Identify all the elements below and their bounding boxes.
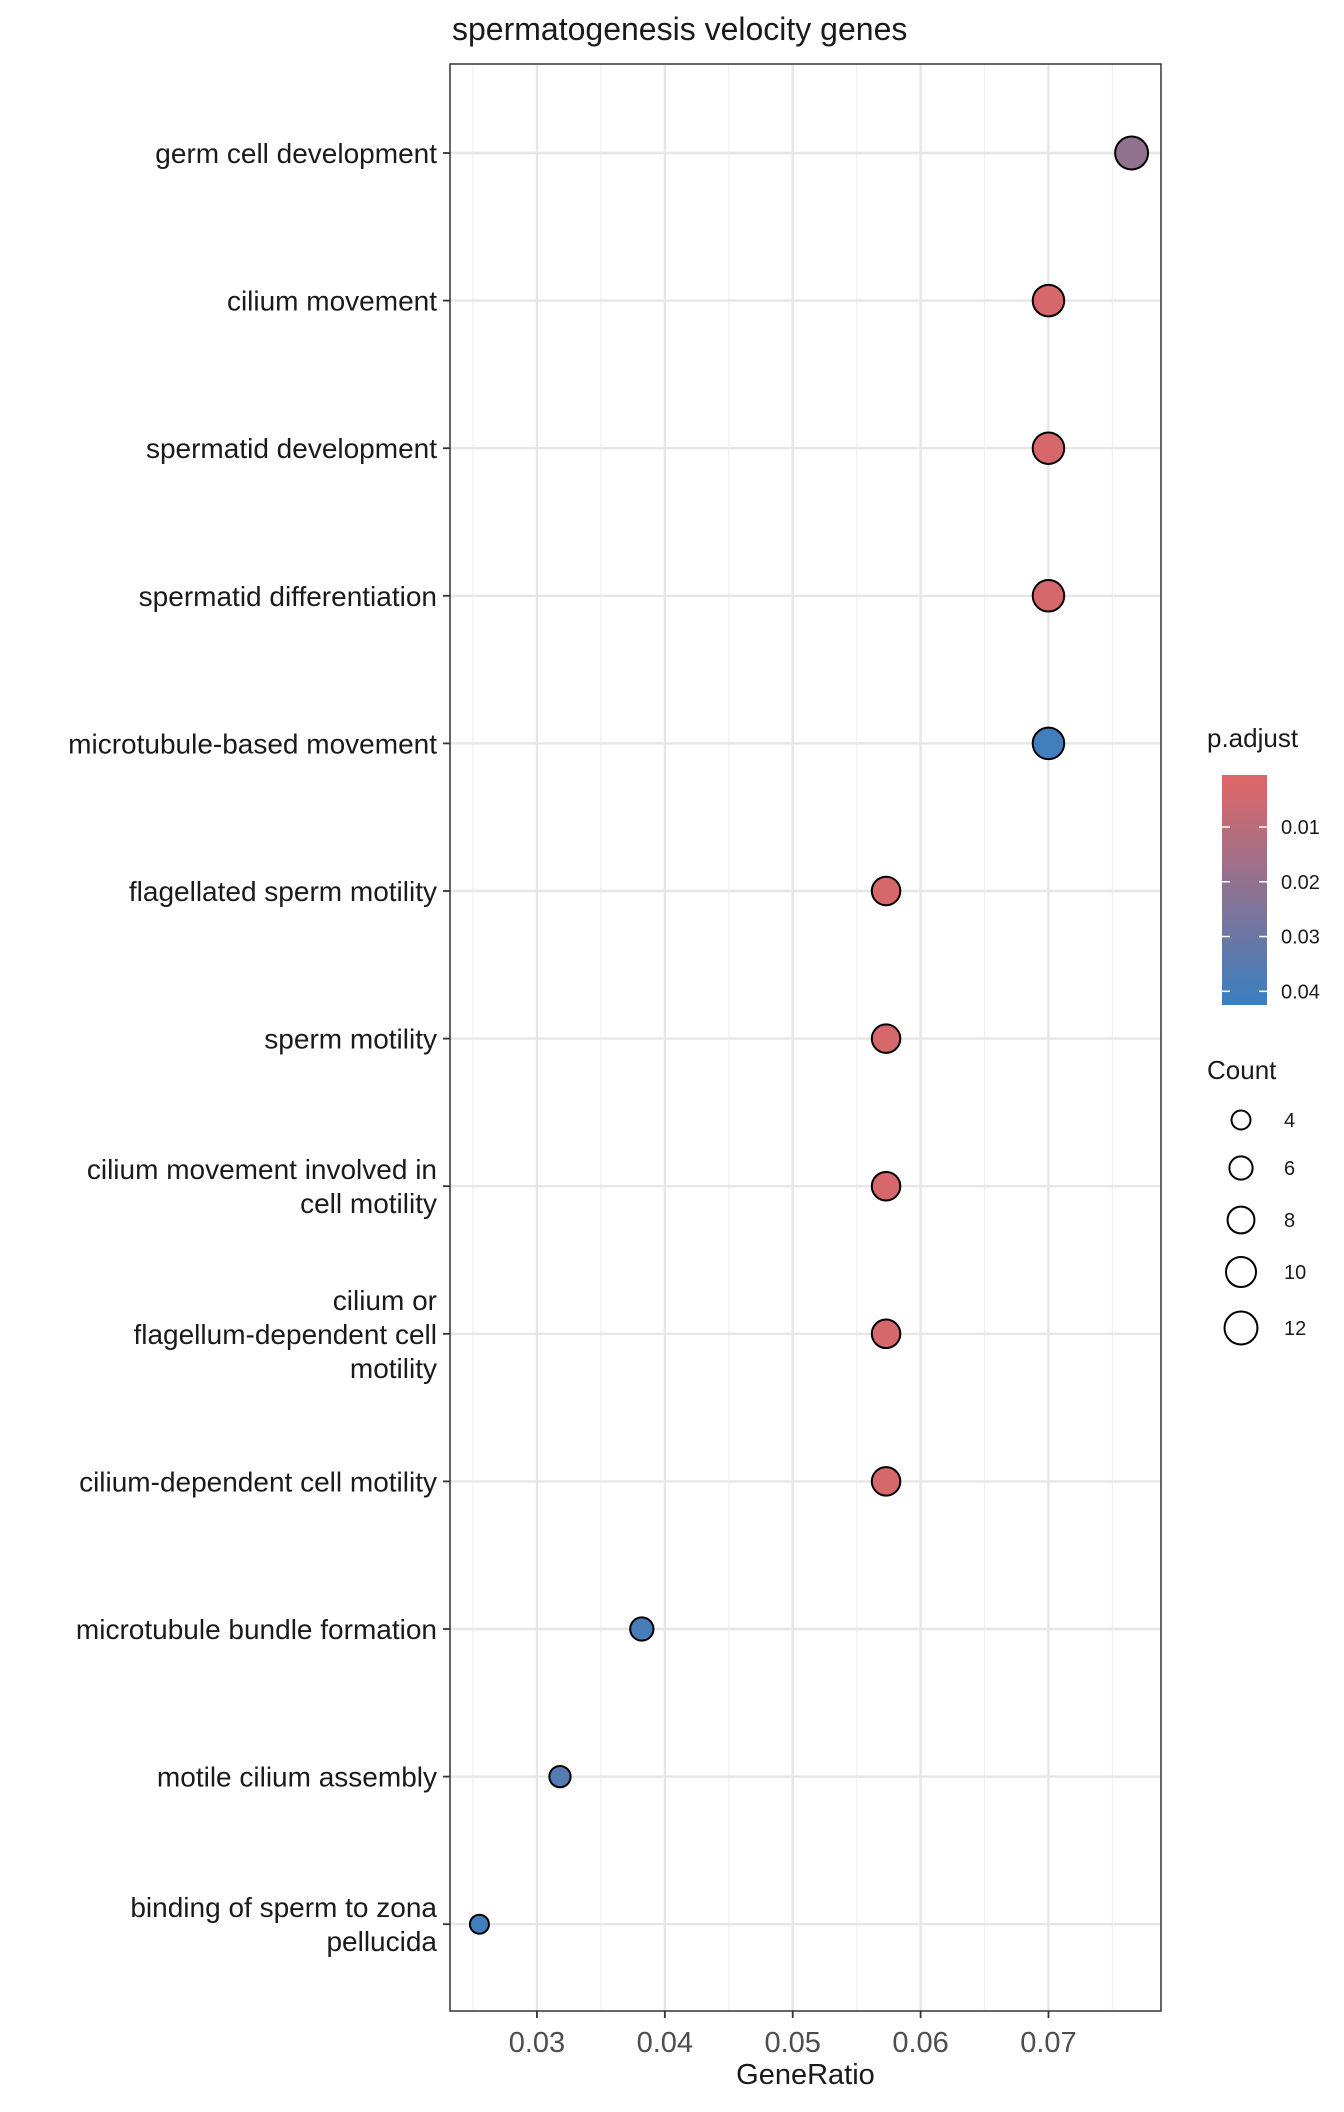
y-axis-label: flagellum-dependent cell (133, 1319, 437, 1350)
data-point (629, 1616, 655, 1642)
x-axis-tick-label: 0.03 (509, 2027, 565, 2059)
y-axis-label: cilium or (333, 1285, 437, 1316)
color-legend-bar (1222, 775, 1267, 1005)
size-legend-key (1226, 1205, 1256, 1235)
size-legend-key (1230, 1109, 1252, 1131)
y-axis-label: flagellated sperm motility (129, 876, 437, 907)
data-point (870, 1466, 902, 1497)
y-axis-label: cilium movement involved in (87, 1154, 437, 1185)
color-legend-label: 0.03 (1281, 927, 1320, 949)
y-axis-label: microtubule bundle formation (76, 1614, 437, 1645)
x-axis-tick-label: 0.04 (637, 2027, 693, 2059)
x-axis-title: GeneRatio (736, 2059, 875, 2091)
size-legend: Count 4 6 8 10 12 (1207, 1055, 1306, 1346)
data-point (870, 1170, 902, 1202)
y-axis-label: cilium movement (227, 286, 437, 317)
color-legend-title: p.adjust (1207, 723, 1299, 753)
color-legend-label: 0.01 (1281, 817, 1320, 839)
data-point (870, 1318, 902, 1350)
size-legend-key (1224, 1255, 1258, 1289)
data-point (870, 875, 902, 907)
size-legend-label: 8 (1284, 1210, 1295, 1232)
size-legend-key (1223, 1310, 1259, 1346)
x-axis-tick-label: 0.05 (764, 2027, 820, 2059)
data-points (468, 135, 1150, 1935)
data-point (1031, 579, 1066, 613)
color-legend-label: 0.04 (1281, 981, 1320, 1003)
size-legend-label: 4 (1284, 1110, 1295, 1132)
y-axis-label: cilium-dependent cell motility (79, 1466, 437, 1497)
x-axis-tick-label: 0.07 (1020, 2027, 1076, 2059)
data-point (468, 1913, 490, 1935)
chart-title: spermatogenesis velocity genes (452, 11, 907, 47)
y-axis-label: motility (350, 1353, 437, 1384)
grid-lines (450, 64, 1161, 2011)
y-axis-label: motile cilium assembly (157, 1762, 437, 1793)
y-axis-label: germ cell development (155, 138, 437, 169)
color-legend: p.adjust 0.01 0.02 0.03 0.04 (1207, 723, 1320, 1005)
y-axis-label: cell motility (300, 1188, 437, 1219)
y-axis-label: spermatid development (146, 433, 437, 464)
y-axis-label: spermatid differentiation (139, 581, 437, 612)
size-legend-key (1228, 1155, 1254, 1181)
size-legend-label: 10 (1284, 1262, 1306, 1284)
y-axis-label: pellucida (326, 1926, 437, 1957)
data-point (1114, 135, 1150, 171)
x-axis: 0.03 0.04 0.05 0.06 0.07 (509, 2011, 1077, 2059)
data-point (1031, 726, 1066, 761)
y-axis-label: binding of sperm to zona (130, 1892, 437, 1923)
plot-panel-border (449, 63, 1162, 2012)
x-axis-tick-label: 0.06 (892, 2027, 948, 2059)
color-legend-label: 0.02 (1281, 872, 1320, 894)
y-axis-label: sperm motility (264, 1024, 437, 1055)
y-axis-label: microtubule-based movement (68, 728, 437, 759)
y-axis-labels: germ cell development cilium movement sper… (68, 138, 450, 1957)
data-point (548, 1764, 572, 1789)
size-legend-label: 12 (1284, 1318, 1306, 1340)
data-point (1031, 431, 1066, 465)
data-point (870, 1023, 902, 1054)
data-point (1031, 283, 1066, 318)
size-legend-label: 6 (1284, 1158, 1295, 1180)
size-legend-title: Count (1207, 1055, 1277, 1085)
